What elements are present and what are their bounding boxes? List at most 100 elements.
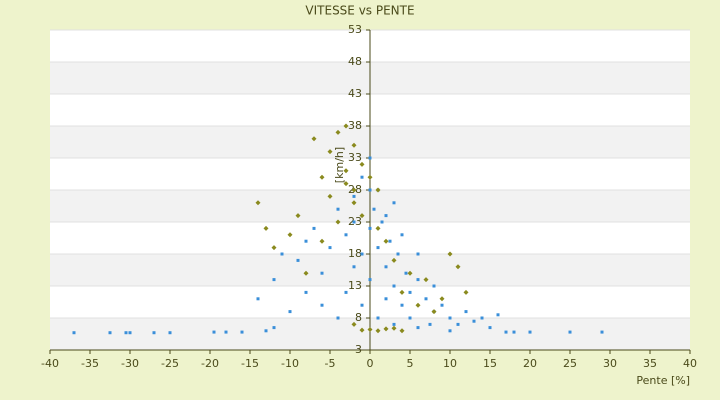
point bbox=[504, 330, 508, 334]
point bbox=[336, 316, 340, 320]
x-tick-label: -15 bbox=[241, 357, 259, 370]
x-tick-label: 35 bbox=[643, 357, 657, 370]
x-tick-label: -10 bbox=[281, 357, 299, 370]
point bbox=[367, 174, 373, 180]
point bbox=[367, 327, 373, 333]
point bbox=[255, 200, 261, 206]
point bbox=[528, 330, 532, 334]
point bbox=[408, 290, 412, 294]
point bbox=[376, 316, 380, 320]
point bbox=[384, 297, 388, 301]
point bbox=[287, 232, 293, 238]
x-tick-label: 10 bbox=[443, 357, 457, 370]
point bbox=[304, 290, 308, 294]
point bbox=[359, 161, 365, 167]
x-tick-label: 40 bbox=[683, 357, 697, 370]
point bbox=[392, 322, 396, 326]
y-tick-label: 13 bbox=[348, 279, 362, 292]
point bbox=[272, 278, 276, 282]
point bbox=[360, 175, 364, 179]
point bbox=[388, 239, 392, 243]
point bbox=[399, 328, 405, 334]
point bbox=[303, 270, 309, 276]
point bbox=[448, 329, 452, 333]
point bbox=[428, 322, 432, 326]
point bbox=[328, 246, 332, 250]
point bbox=[319, 238, 325, 244]
point bbox=[336, 207, 340, 211]
point bbox=[463, 289, 469, 295]
point bbox=[392, 201, 396, 205]
point bbox=[407, 270, 413, 276]
point bbox=[408, 316, 412, 320]
point bbox=[423, 277, 429, 283]
point bbox=[384, 214, 388, 218]
x-tick-label: 20 bbox=[523, 357, 537, 370]
point bbox=[312, 226, 316, 230]
x-tick-label: -35 bbox=[81, 357, 99, 370]
point bbox=[376, 246, 380, 250]
point bbox=[383, 238, 389, 244]
point bbox=[327, 193, 333, 199]
point bbox=[400, 303, 404, 307]
point bbox=[404, 271, 408, 275]
point bbox=[288, 310, 292, 314]
point bbox=[168, 331, 172, 335]
point bbox=[488, 326, 492, 330]
point bbox=[128, 331, 132, 335]
point bbox=[343, 168, 349, 174]
point bbox=[124, 331, 128, 335]
point bbox=[351, 187, 357, 193]
point bbox=[383, 326, 389, 332]
point bbox=[368, 226, 372, 230]
point bbox=[343, 123, 349, 129]
x-tick-label: -20 bbox=[201, 357, 219, 370]
point bbox=[380, 220, 384, 224]
point bbox=[384, 265, 388, 269]
point bbox=[496, 313, 500, 317]
point bbox=[512, 330, 516, 334]
y-tick-label: 8 bbox=[355, 311, 362, 324]
y-tick-label: 43 bbox=[348, 87, 362, 100]
point bbox=[456, 322, 460, 326]
point bbox=[416, 278, 420, 282]
point bbox=[344, 233, 348, 237]
point bbox=[368, 156, 372, 160]
point bbox=[295, 213, 301, 219]
point bbox=[352, 265, 356, 269]
point bbox=[296, 258, 300, 262]
point bbox=[368, 188, 372, 192]
point bbox=[320, 303, 324, 307]
point bbox=[72, 331, 76, 335]
point bbox=[271, 245, 277, 251]
x-tick-label: -30 bbox=[121, 357, 139, 370]
point bbox=[359, 327, 365, 333]
x-tick-label: 5 bbox=[407, 357, 414, 370]
point bbox=[375, 328, 381, 334]
x-tick-label: -40 bbox=[41, 357, 59, 370]
point bbox=[439, 296, 445, 302]
point bbox=[396, 252, 400, 256]
point bbox=[375, 187, 381, 193]
point bbox=[447, 251, 453, 257]
point bbox=[416, 252, 420, 256]
x-axis-label: Pente [%] bbox=[636, 374, 690, 387]
x-tick-label: -25 bbox=[161, 357, 179, 370]
y-tick-label: 33 bbox=[348, 151, 362, 164]
point bbox=[327, 149, 333, 155]
point bbox=[416, 326, 420, 330]
x-tick-label: 25 bbox=[563, 357, 577, 370]
y-tick-label: 53 bbox=[348, 23, 362, 36]
point bbox=[440, 303, 444, 307]
point bbox=[424, 297, 428, 301]
point bbox=[311, 136, 317, 142]
x-tick-label: 15 bbox=[483, 357, 497, 370]
point bbox=[400, 233, 404, 237]
point bbox=[304, 239, 308, 243]
point bbox=[335, 129, 341, 135]
y-tick-label: 3 bbox=[355, 343, 362, 356]
point bbox=[319, 174, 325, 180]
y-tick-label: 18 bbox=[348, 247, 362, 260]
point bbox=[152, 331, 156, 335]
point bbox=[320, 271, 324, 275]
